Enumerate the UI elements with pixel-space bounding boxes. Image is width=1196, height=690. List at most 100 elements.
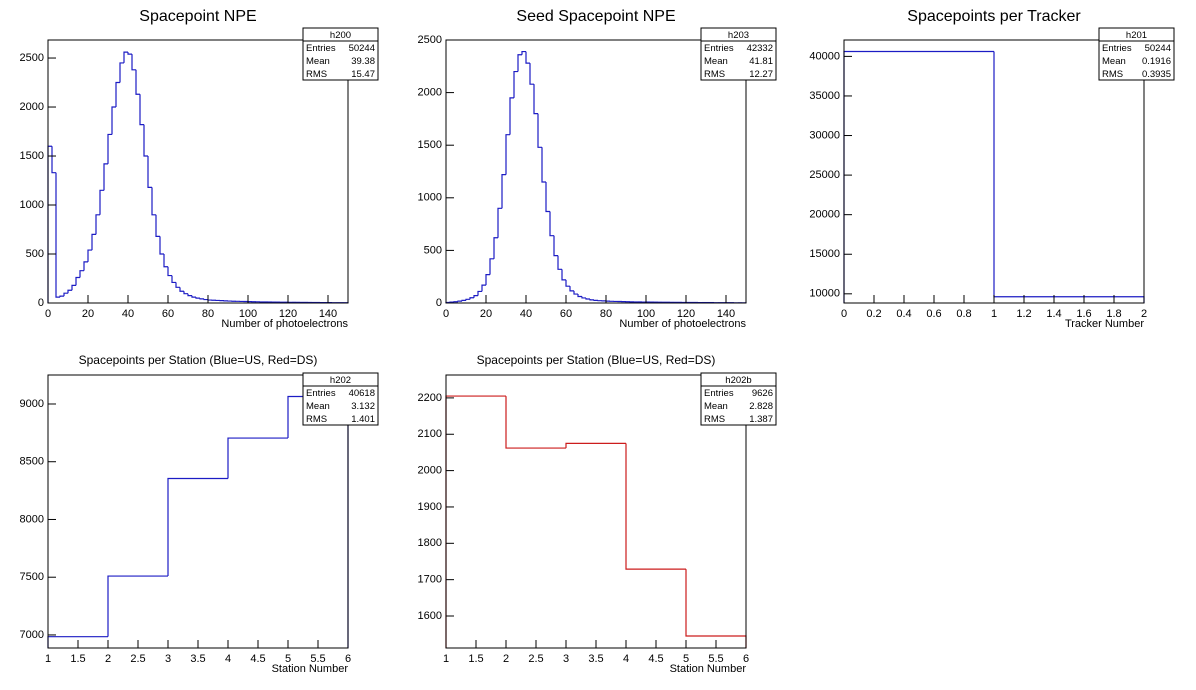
y-tick-label: 7500 — [20, 571, 44, 583]
histogram-bin — [513, 70, 518, 98]
x-axis-label: Station Number — [670, 663, 747, 675]
histogram-bin — [191, 295, 196, 298]
x-tick-label: 2.5 — [528, 653, 543, 665]
y-tick-label: 10000 — [809, 288, 840, 300]
x-tick-label: 60 — [560, 308, 572, 320]
y-tick-label: 30000 — [809, 129, 840, 141]
stats-label: Mean — [306, 401, 330, 412]
x-tick-label: 4 — [225, 653, 231, 665]
histogram-bin — [167, 266, 172, 277]
y-tick-label: 40000 — [809, 50, 840, 62]
x-tick-label: 1 — [991, 308, 997, 320]
histogram-bin — [445, 395, 506, 648]
x-tick-label: 2.5 — [130, 653, 145, 665]
histogram-bin — [477, 290, 482, 296]
x-tick-label: 20 — [480, 308, 492, 320]
x-axis-label: Tracker Number — [1065, 318, 1144, 330]
histogram-bin — [99, 189, 104, 215]
histogram-bin — [131, 54, 136, 71]
histogram-bin — [127, 52, 132, 55]
histogram-bin — [119, 62, 124, 83]
y-tick-label: 500 — [26, 248, 44, 260]
histogram-bin — [685, 569, 747, 648]
x-axis-label: Number of photoelectrons — [619, 318, 746, 330]
y-tick-label: 2500 — [418, 34, 442, 46]
stats-label: RMS — [704, 69, 725, 80]
stats-value: 9626 — [752, 388, 773, 399]
histogram-bin — [517, 54, 522, 72]
y-tick-label: 2000 — [20, 101, 44, 113]
y-tick-label: 35000 — [809, 90, 840, 102]
x-tick-label: 4 — [623, 653, 629, 665]
x-tick-label: 0 — [45, 308, 51, 320]
x-tick-label: 1.8 — [1106, 308, 1121, 320]
histogram-bin — [509, 97, 514, 135]
x-tick-label: 80 — [202, 308, 214, 320]
y-tick-label: 2000 — [418, 87, 442, 99]
chart-title: Spacepoints per Station (Blue=US, Red=DS… — [477, 353, 716, 367]
histogram-bin — [993, 51, 1145, 303]
y-tick-label: 1900 — [418, 501, 442, 513]
histogram-bin — [565, 279, 570, 287]
y-tick-label: 1600 — [418, 610, 442, 622]
histogram-bin — [103, 163, 108, 191]
stats-name: h201 — [1126, 30, 1147, 41]
histogram-bin — [95, 214, 100, 235]
stats-label: RMS — [1102, 69, 1123, 80]
x-tick-label: 3.5 — [588, 653, 603, 665]
histogram-bin — [71, 284, 76, 291]
y-tick-label: 1500 — [418, 139, 442, 151]
histogram-bin — [561, 269, 566, 281]
x-tick-label: 60 — [162, 308, 174, 320]
stats-label: Entries — [306, 43, 336, 54]
stats-value: 40618 — [349, 388, 375, 399]
stats-box — [1098, 27, 1175, 81]
stats-name: h202 — [330, 375, 351, 386]
histogram-bin — [123, 51, 128, 63]
x-tick-label: 0.4 — [896, 308, 911, 320]
y-tick-label: 0 — [38, 297, 44, 309]
stats-box — [700, 27, 777, 81]
stats-box — [302, 27, 379, 81]
y-tick-label: 2200 — [418, 392, 442, 404]
histogram-bin — [529, 63, 534, 85]
histogram-bin — [227, 437, 288, 479]
histogram-bin — [569, 286, 574, 292]
histogram-bin — [585, 297, 590, 300]
stats-label: Mean — [704, 56, 728, 67]
stats-value: 1.387 — [749, 414, 773, 425]
y-tick-label: 2000 — [418, 465, 442, 477]
x-tick-label: 0.8 — [956, 308, 971, 320]
stats-value: 2.828 — [749, 401, 773, 412]
y-tick-label: 2100 — [418, 428, 442, 440]
histogram-bin — [287, 395, 349, 648]
y-tick-label: 1500 — [20, 150, 44, 162]
histogram-bin — [573, 290, 578, 295]
y-tick-label: 8000 — [20, 513, 44, 525]
histogram-bin — [577, 294, 582, 298]
histogram-bin — [521, 50, 526, 55]
histogram-bin — [533, 84, 538, 115]
x-tick-label: 100 — [239, 308, 257, 320]
y-tick-label: 1000 — [418, 192, 442, 204]
histogram-bin — [557, 255, 562, 270]
y-tick-label: 8500 — [20, 456, 44, 468]
histogram-bin — [525, 51, 530, 64]
histogram-bin — [497, 207, 502, 238]
histogram-bin — [75, 276, 80, 286]
histogram-bin — [461, 299, 466, 302]
stats-value: 15.47 — [351, 69, 375, 80]
x-tick-label: 0 — [443, 308, 449, 320]
stats-label: RMS — [306, 414, 327, 425]
x-tick-label: 140 — [319, 308, 337, 320]
histogram-bin — [139, 94, 144, 126]
histogram-bin — [143, 124, 148, 157]
histogram-bin — [111, 106, 116, 135]
histogram-bin — [457, 300, 462, 302]
y-tick-label: 500 — [424, 244, 442, 256]
histogram-bin — [549, 211, 554, 237]
histogram-bin — [469, 297, 474, 300]
x-tick-label: 40 — [520, 308, 532, 320]
x-tick-label: 1.5 — [70, 653, 85, 665]
